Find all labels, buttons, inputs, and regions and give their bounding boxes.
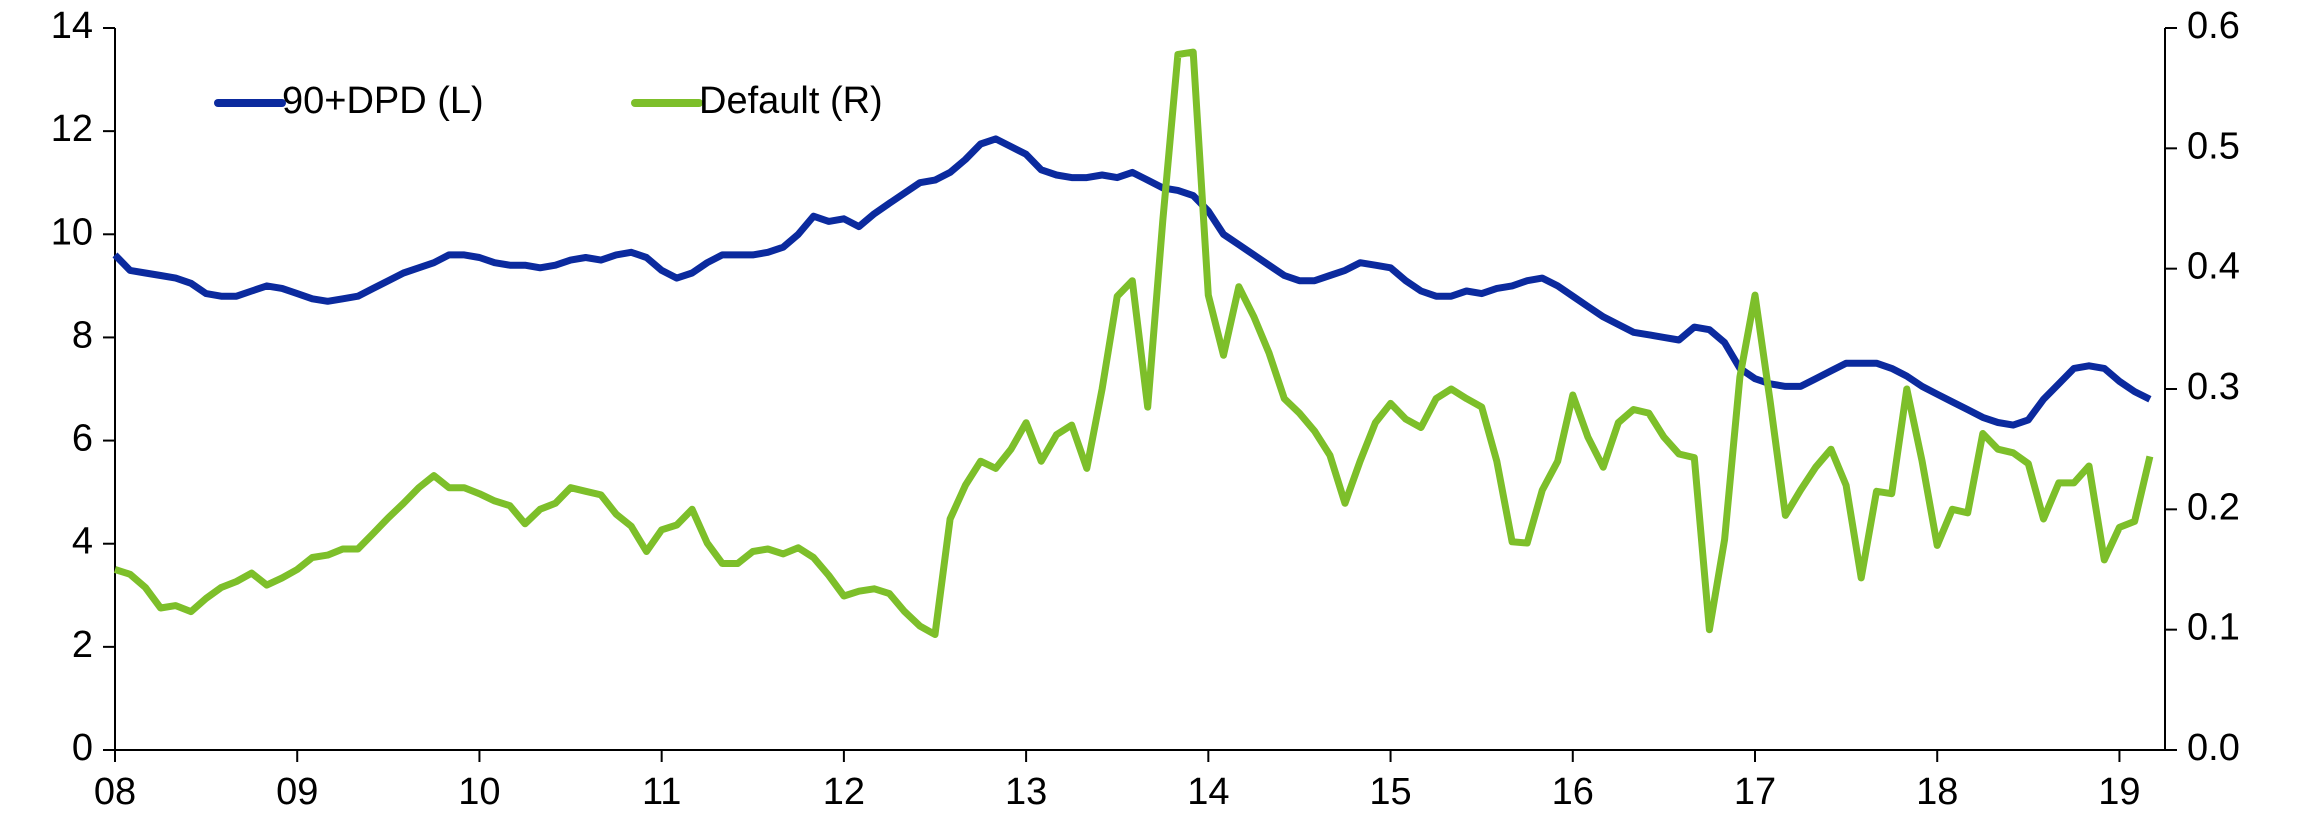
y-tick-label: 2: [72, 624, 93, 666]
y2-tick-label: 0.0: [2187, 727, 2240, 769]
x-tick-label: 09: [276, 771, 318, 813]
x-tick-label: 10: [458, 771, 500, 813]
y2-tick-label: 0.6: [2187, 5, 2240, 47]
x-tick-label: 15: [1369, 771, 1411, 813]
x-tick-label: 17: [1734, 771, 1776, 813]
y2-tick-label: 0.4: [2187, 246, 2240, 288]
x-tick-label: 16: [1552, 771, 1594, 813]
y2-tick-label: 0.3: [2187, 366, 2240, 408]
series-line: [113, 48, 2154, 638]
y-tick-label: 6: [72, 418, 93, 460]
x-tick-label: 08: [94, 771, 136, 813]
x-tick-label: 13: [1005, 771, 1047, 813]
y-tick-label: 12: [51, 108, 93, 150]
x-tick-label: 14: [1187, 771, 1229, 813]
y2-tick-label: 0.5: [2187, 125, 2240, 167]
y-tick-label: 10: [51, 211, 93, 253]
y2-tick-label: 0.2: [2187, 486, 2240, 528]
y-tick-label: 0: [72, 727, 93, 769]
y2-tick-label: 0.1: [2187, 607, 2240, 649]
legend-label: Default (R): [699, 80, 883, 122]
series-line: [112, 135, 2152, 429]
x-tick-label: 11: [642, 771, 681, 813]
x-tick-label: 19: [2098, 771, 2140, 813]
x-tick-label: 18: [1916, 771, 1958, 813]
y-tick-label: 14: [51, 5, 93, 47]
y-tick-label: 8: [72, 314, 93, 356]
legend-label: 90+DPD (L): [282, 80, 484, 122]
y-tick-label: 4: [72, 521, 93, 563]
x-tick-label: 12: [823, 771, 865, 813]
